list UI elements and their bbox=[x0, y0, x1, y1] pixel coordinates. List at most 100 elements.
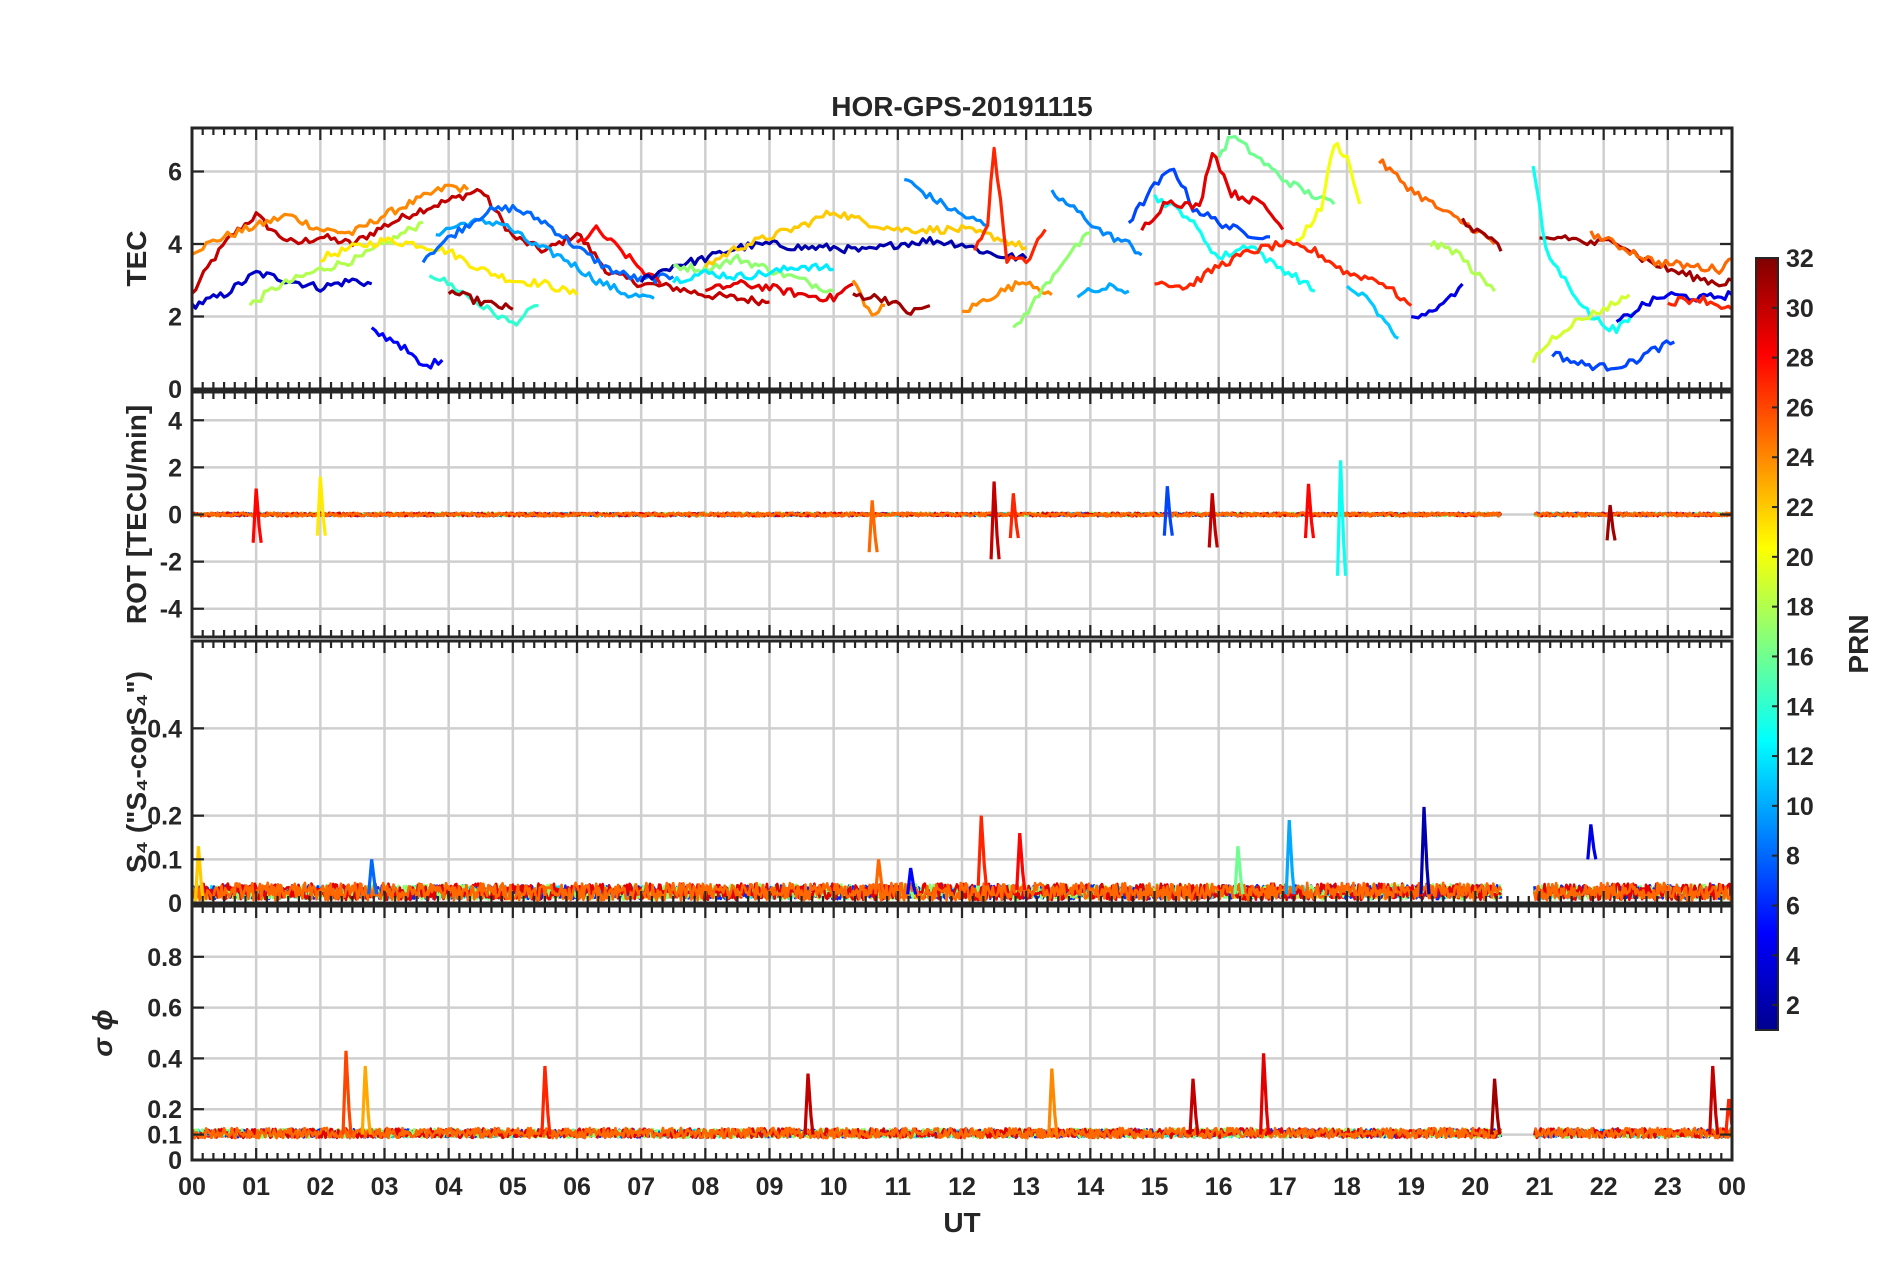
x-tick-label: 07 bbox=[627, 1173, 655, 1201]
colorbar-tick-label: 18 bbox=[1786, 594, 1814, 622]
s4-spike bbox=[367, 859, 379, 895]
x-tick-label: 10 bbox=[820, 1173, 848, 1201]
y-tick-label: -2 bbox=[160, 549, 182, 577]
sigma_phi-spike bbox=[540, 1065, 552, 1135]
colorbar-gradient bbox=[1755, 257, 1779, 1031]
x-tick-label: 06 bbox=[563, 1173, 591, 1201]
x-tick-label: 02 bbox=[306, 1173, 334, 1201]
s4-spike bbox=[1586, 824, 1598, 860]
tec-series-prn-9 bbox=[1050, 189, 1143, 257]
tec-series-prn-31 bbox=[447, 289, 514, 311]
sigma_phi-spike bbox=[1188, 1078, 1200, 1135]
tec-series-prn-22 bbox=[703, 209, 1027, 269]
colorbar-tick-label: 20 bbox=[1786, 544, 1814, 572]
y-tick-label: 4 bbox=[168, 231, 182, 259]
tec-series-prn-13 bbox=[1153, 193, 1316, 293]
x-tick-label: 08 bbox=[691, 1173, 719, 1201]
rot-spike bbox=[1207, 493, 1219, 548]
tick-marks bbox=[190, 906, 1734, 1162]
tec-series-prn-2 bbox=[639, 236, 1028, 284]
tec-series-prn-18 bbox=[248, 220, 424, 307]
tec-series-prn-27 bbox=[1667, 295, 1732, 311]
y-tick-label: 4 bbox=[168, 407, 182, 435]
x-tick-label: 22 bbox=[1590, 1173, 1618, 1201]
y-axis-label-sigma_phi: σ ϕ bbox=[87, 1009, 118, 1057]
colorbar-tick-label: 14 bbox=[1786, 693, 1814, 721]
tec-series-prn-21 bbox=[319, 236, 579, 296]
s4-spike bbox=[976, 815, 988, 886]
tec-series-prn-18 bbox=[1429, 240, 1496, 293]
x-axis-tick-labels: 00 01 02 03 04 05 06 07 08 09 10 11 12 13 14 15 16 17 18 19… bbox=[178, 1173, 1746, 1201]
tec-series-prn-24 bbox=[851, 279, 886, 317]
y-tick-label: 2 bbox=[168, 304, 182, 332]
sigma_phi-spike bbox=[360, 1065, 372, 1135]
colorbar-tick-label: 10 bbox=[1786, 793, 1814, 821]
s4-spike bbox=[1233, 846, 1245, 895]
tec-series-prn-24 bbox=[961, 280, 1053, 314]
y-tick-label: 0.1 bbox=[147, 1122, 182, 1150]
s4-spike bbox=[1419, 806, 1431, 895]
x-tick-label: 04 bbox=[435, 1173, 463, 1201]
sigma_phi-band-prn-25 bbox=[192, 1126, 1732, 1140]
grid-lines bbox=[192, 641, 1732, 905]
tec-series-prn-25 bbox=[1589, 230, 1732, 275]
y-tick-label: 0.4 bbox=[147, 715, 182, 743]
s4-band-prn-25 bbox=[192, 881, 1732, 902]
y-tick-label: 0.1 bbox=[147, 846, 182, 874]
y-axis-label-rot: ROT [TECU/min] bbox=[121, 405, 152, 624]
x-tick-label: 13 bbox=[1012, 1173, 1040, 1201]
panel-data bbox=[192, 460, 1732, 576]
sigma_phi-spike bbox=[1047, 1068, 1059, 1135]
colorbar-tick-label: 26 bbox=[1786, 394, 1814, 422]
colorbar-label: PRN bbox=[1843, 614, 1874, 673]
tec-series-prn-9 bbox=[903, 177, 989, 228]
s4-spike bbox=[1015, 833, 1027, 891]
y-tick-label: 0.8 bbox=[147, 944, 182, 972]
colorbar-tick-label: 28 bbox=[1786, 345, 1814, 373]
tec-series-prn-29 bbox=[1140, 152, 1285, 232]
rot-spike bbox=[1303, 483, 1316, 539]
x-tick-label: 18 bbox=[1333, 1173, 1361, 1201]
colorbar-tick-label: 22 bbox=[1786, 494, 1814, 522]
colorbar-tick-label: 12 bbox=[1786, 743, 1814, 771]
y-tick-label: 0 bbox=[168, 502, 182, 530]
rot-spike bbox=[867, 500, 879, 553]
panel-data bbox=[192, 1050, 1732, 1140]
y-tick-label: 0.4 bbox=[147, 1045, 182, 1073]
x-tick-label: 03 bbox=[371, 1173, 399, 1201]
tec-series-prn-14 bbox=[428, 274, 539, 327]
tec-series-prn-5 bbox=[370, 326, 444, 370]
rot-spike bbox=[315, 476, 327, 536]
rot-spike bbox=[1162, 486, 1174, 536]
x-tick-label: 16 bbox=[1205, 1173, 1233, 1201]
y-axis-label-s4: S₄ ("S₄-corS₄") bbox=[121, 671, 152, 873]
tec-series-prn-20 bbox=[1295, 141, 1362, 242]
x-tick-label: 21 bbox=[1526, 1173, 1554, 1201]
x-tick-label: 19 bbox=[1397, 1173, 1425, 1201]
tec-series-prn-13 bbox=[1531, 165, 1637, 335]
x-tick-label: 01 bbox=[242, 1173, 270, 1201]
sigma_phi-spike bbox=[803, 1073, 815, 1135]
tec-series-prn-27 bbox=[973, 146, 1047, 265]
y-tick-label: 6 bbox=[168, 159, 182, 187]
x-axis-label: UT bbox=[943, 1207, 980, 1238]
y-tick-label: 0.2 bbox=[147, 1096, 182, 1124]
x-tick-label: 23 bbox=[1654, 1173, 1682, 1201]
panel-s4: 0 0.1 0.2 0.4S₄ ("S₄-corS₄") bbox=[121, 639, 1734, 918]
tec-series-prn-17 bbox=[1012, 231, 1091, 329]
x-tick-label: 12 bbox=[948, 1173, 976, 1201]
y-tick-label: -4 bbox=[160, 596, 182, 624]
y-tick-label: 2 bbox=[168, 454, 182, 482]
tec-series-prn-16 bbox=[1217, 135, 1336, 206]
colorbar-tick-label: 8 bbox=[1786, 843, 1800, 871]
x-tick-label: 17 bbox=[1269, 1173, 1297, 1201]
y-tick-label: 0 bbox=[168, 376, 182, 404]
y-tick-label: 0.2 bbox=[147, 803, 182, 831]
tec-series-prn-19 bbox=[1531, 293, 1631, 364]
tec-series-prn-4 bbox=[1615, 290, 1732, 323]
sigma_phi-spike bbox=[1258, 1053, 1271, 1135]
sigma_phi-spike bbox=[341, 1050, 353, 1135]
colorbar-tick-label: 4 bbox=[1786, 942, 1800, 970]
